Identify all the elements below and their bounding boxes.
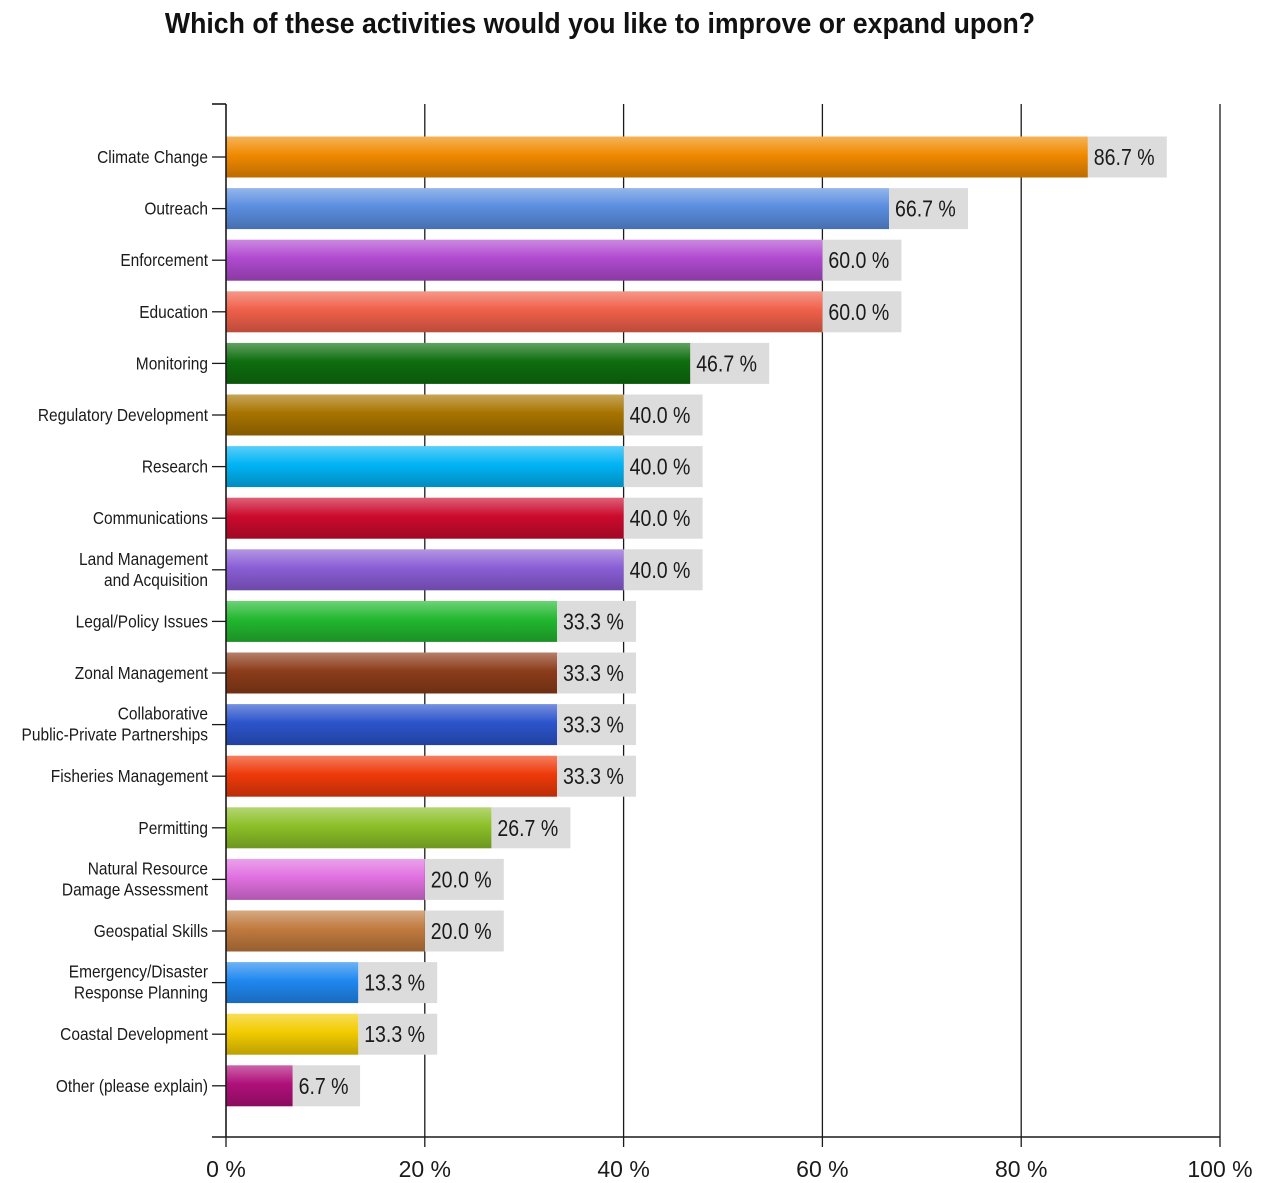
data-label-box bbox=[822, 291, 902, 333]
data-label-box bbox=[1087, 136, 1167, 178]
data-label: 20.0 % bbox=[431, 919, 492, 945]
y-tick-label: Research bbox=[142, 457, 208, 477]
data-label-box bbox=[424, 910, 504, 952]
bar bbox=[226, 962, 359, 1004]
data-label: 26.7 % bbox=[497, 815, 558, 841]
y-tick-label: Collaborative bbox=[118, 704, 208, 724]
y-tick-label: Damage Assessment bbox=[62, 879, 208, 899]
bar bbox=[226, 342, 691, 384]
data-label-box bbox=[623, 394, 703, 436]
bar bbox=[226, 239, 823, 281]
bar bbox=[226, 1065, 293, 1107]
y-tick-label: Zonal Management bbox=[75, 663, 209, 683]
x-tick-label: 20 % bbox=[399, 1156, 451, 1182]
bar bbox=[226, 291, 823, 333]
bar bbox=[226, 704, 558, 746]
y-tick-label: Natural Resource bbox=[88, 858, 208, 878]
y-tick-label: Legal/Policy Issues bbox=[76, 611, 208, 631]
data-label: 60.0 % bbox=[828, 299, 889, 325]
y-tick-label: Enforcement bbox=[120, 250, 208, 270]
data-label: 86.7 % bbox=[1094, 145, 1155, 171]
data-label-box bbox=[557, 600, 637, 642]
x-tick-label: 100 % bbox=[1187, 1156, 1252, 1182]
y-tick-label: Other (please explain) bbox=[56, 1076, 208, 1096]
x-tick-label: 60 % bbox=[796, 1156, 848, 1182]
bars: 86.7 %66.7 %60.0 %60.0 %46.7 %40.0 %40.0… bbox=[226, 136, 1167, 1107]
bar bbox=[226, 188, 889, 230]
bar bbox=[226, 910, 425, 952]
bar bbox=[226, 807, 492, 849]
bar bbox=[226, 394, 624, 436]
y-tick-label: Monitoring bbox=[136, 353, 208, 373]
data-label-box bbox=[358, 962, 438, 1004]
y-tick-label: Public-Private Partnerships bbox=[22, 725, 208, 745]
y-tick-label: Outreach bbox=[144, 199, 208, 219]
data-label: 33.3 % bbox=[563, 764, 624, 790]
bar bbox=[226, 600, 558, 642]
data-label: 33.3 % bbox=[563, 609, 624, 635]
y-tick-label: Fisheries Management bbox=[51, 766, 209, 786]
bar bbox=[226, 549, 624, 591]
data-label-box bbox=[292, 1065, 361, 1107]
data-label-box bbox=[623, 497, 703, 539]
data-label-box bbox=[690, 342, 770, 384]
y-tick-label: Emergency/Disaster bbox=[69, 962, 209, 982]
y-tick-label: Coastal Development bbox=[60, 1024, 208, 1044]
y-tick-label: Climate Change bbox=[97, 147, 208, 167]
y-tick-label: Education bbox=[139, 302, 208, 322]
bar bbox=[226, 652, 558, 694]
y-tick-label: Geospatial Skills bbox=[94, 921, 208, 941]
data-label: 66.7 % bbox=[895, 196, 956, 222]
bar bbox=[226, 1013, 359, 1055]
data-label-box bbox=[557, 704, 637, 746]
x-tick-label: 80 % bbox=[995, 1156, 1047, 1182]
axes: 0 % 20 % 40 % 60 % 80 % 100 % Climate Change Ou… bbox=[22, 103, 1253, 1182]
bar bbox=[226, 858, 425, 900]
data-label: 13.3 % bbox=[364, 970, 425, 996]
y-tick-label: Permitting bbox=[138, 818, 208, 838]
bar bbox=[226, 136, 1088, 178]
data-label: 60.0 % bbox=[828, 248, 889, 274]
data-label: 13.3 % bbox=[364, 1022, 425, 1048]
data-label: 40.0 % bbox=[630, 506, 691, 532]
data-label-box bbox=[424, 858, 504, 900]
x-tick-label: 40 % bbox=[597, 1156, 649, 1182]
data-label: 40.0 % bbox=[630, 403, 691, 429]
y-tick-label: Communications bbox=[93, 508, 208, 528]
y-tick-label: Land Management bbox=[79, 549, 208, 569]
y-tick-label: Response Planning bbox=[74, 983, 208, 1003]
data-label-box bbox=[623, 549, 703, 591]
bar bbox=[226, 497, 624, 539]
data-label: 40.0 % bbox=[630, 557, 691, 583]
chart-title: Which of these activities would you like… bbox=[164, 8, 1036, 40]
data-label-box bbox=[822, 239, 902, 281]
data-label-box bbox=[623, 446, 703, 488]
data-label-box bbox=[557, 755, 637, 797]
data-label-box bbox=[888, 188, 968, 230]
data-label-box bbox=[358, 1013, 438, 1055]
bar bbox=[226, 755, 558, 797]
data-label: 46.7 % bbox=[696, 351, 757, 377]
y-tick-label: and Acquisition bbox=[104, 570, 208, 590]
data-label-box bbox=[491, 807, 571, 849]
y-tick-label: Regulatory Development bbox=[38, 405, 208, 425]
data-label: 33.3 % bbox=[563, 661, 624, 687]
bar bbox=[226, 446, 624, 488]
x-tick-label: 0 % bbox=[206, 1156, 246, 1182]
data-label: 6.7 % bbox=[299, 1073, 349, 1099]
data-label: 20.0 % bbox=[431, 867, 492, 893]
data-label-box bbox=[557, 652, 637, 694]
data-label: 40.0 % bbox=[630, 454, 691, 480]
data-label: 33.3 % bbox=[563, 712, 624, 738]
